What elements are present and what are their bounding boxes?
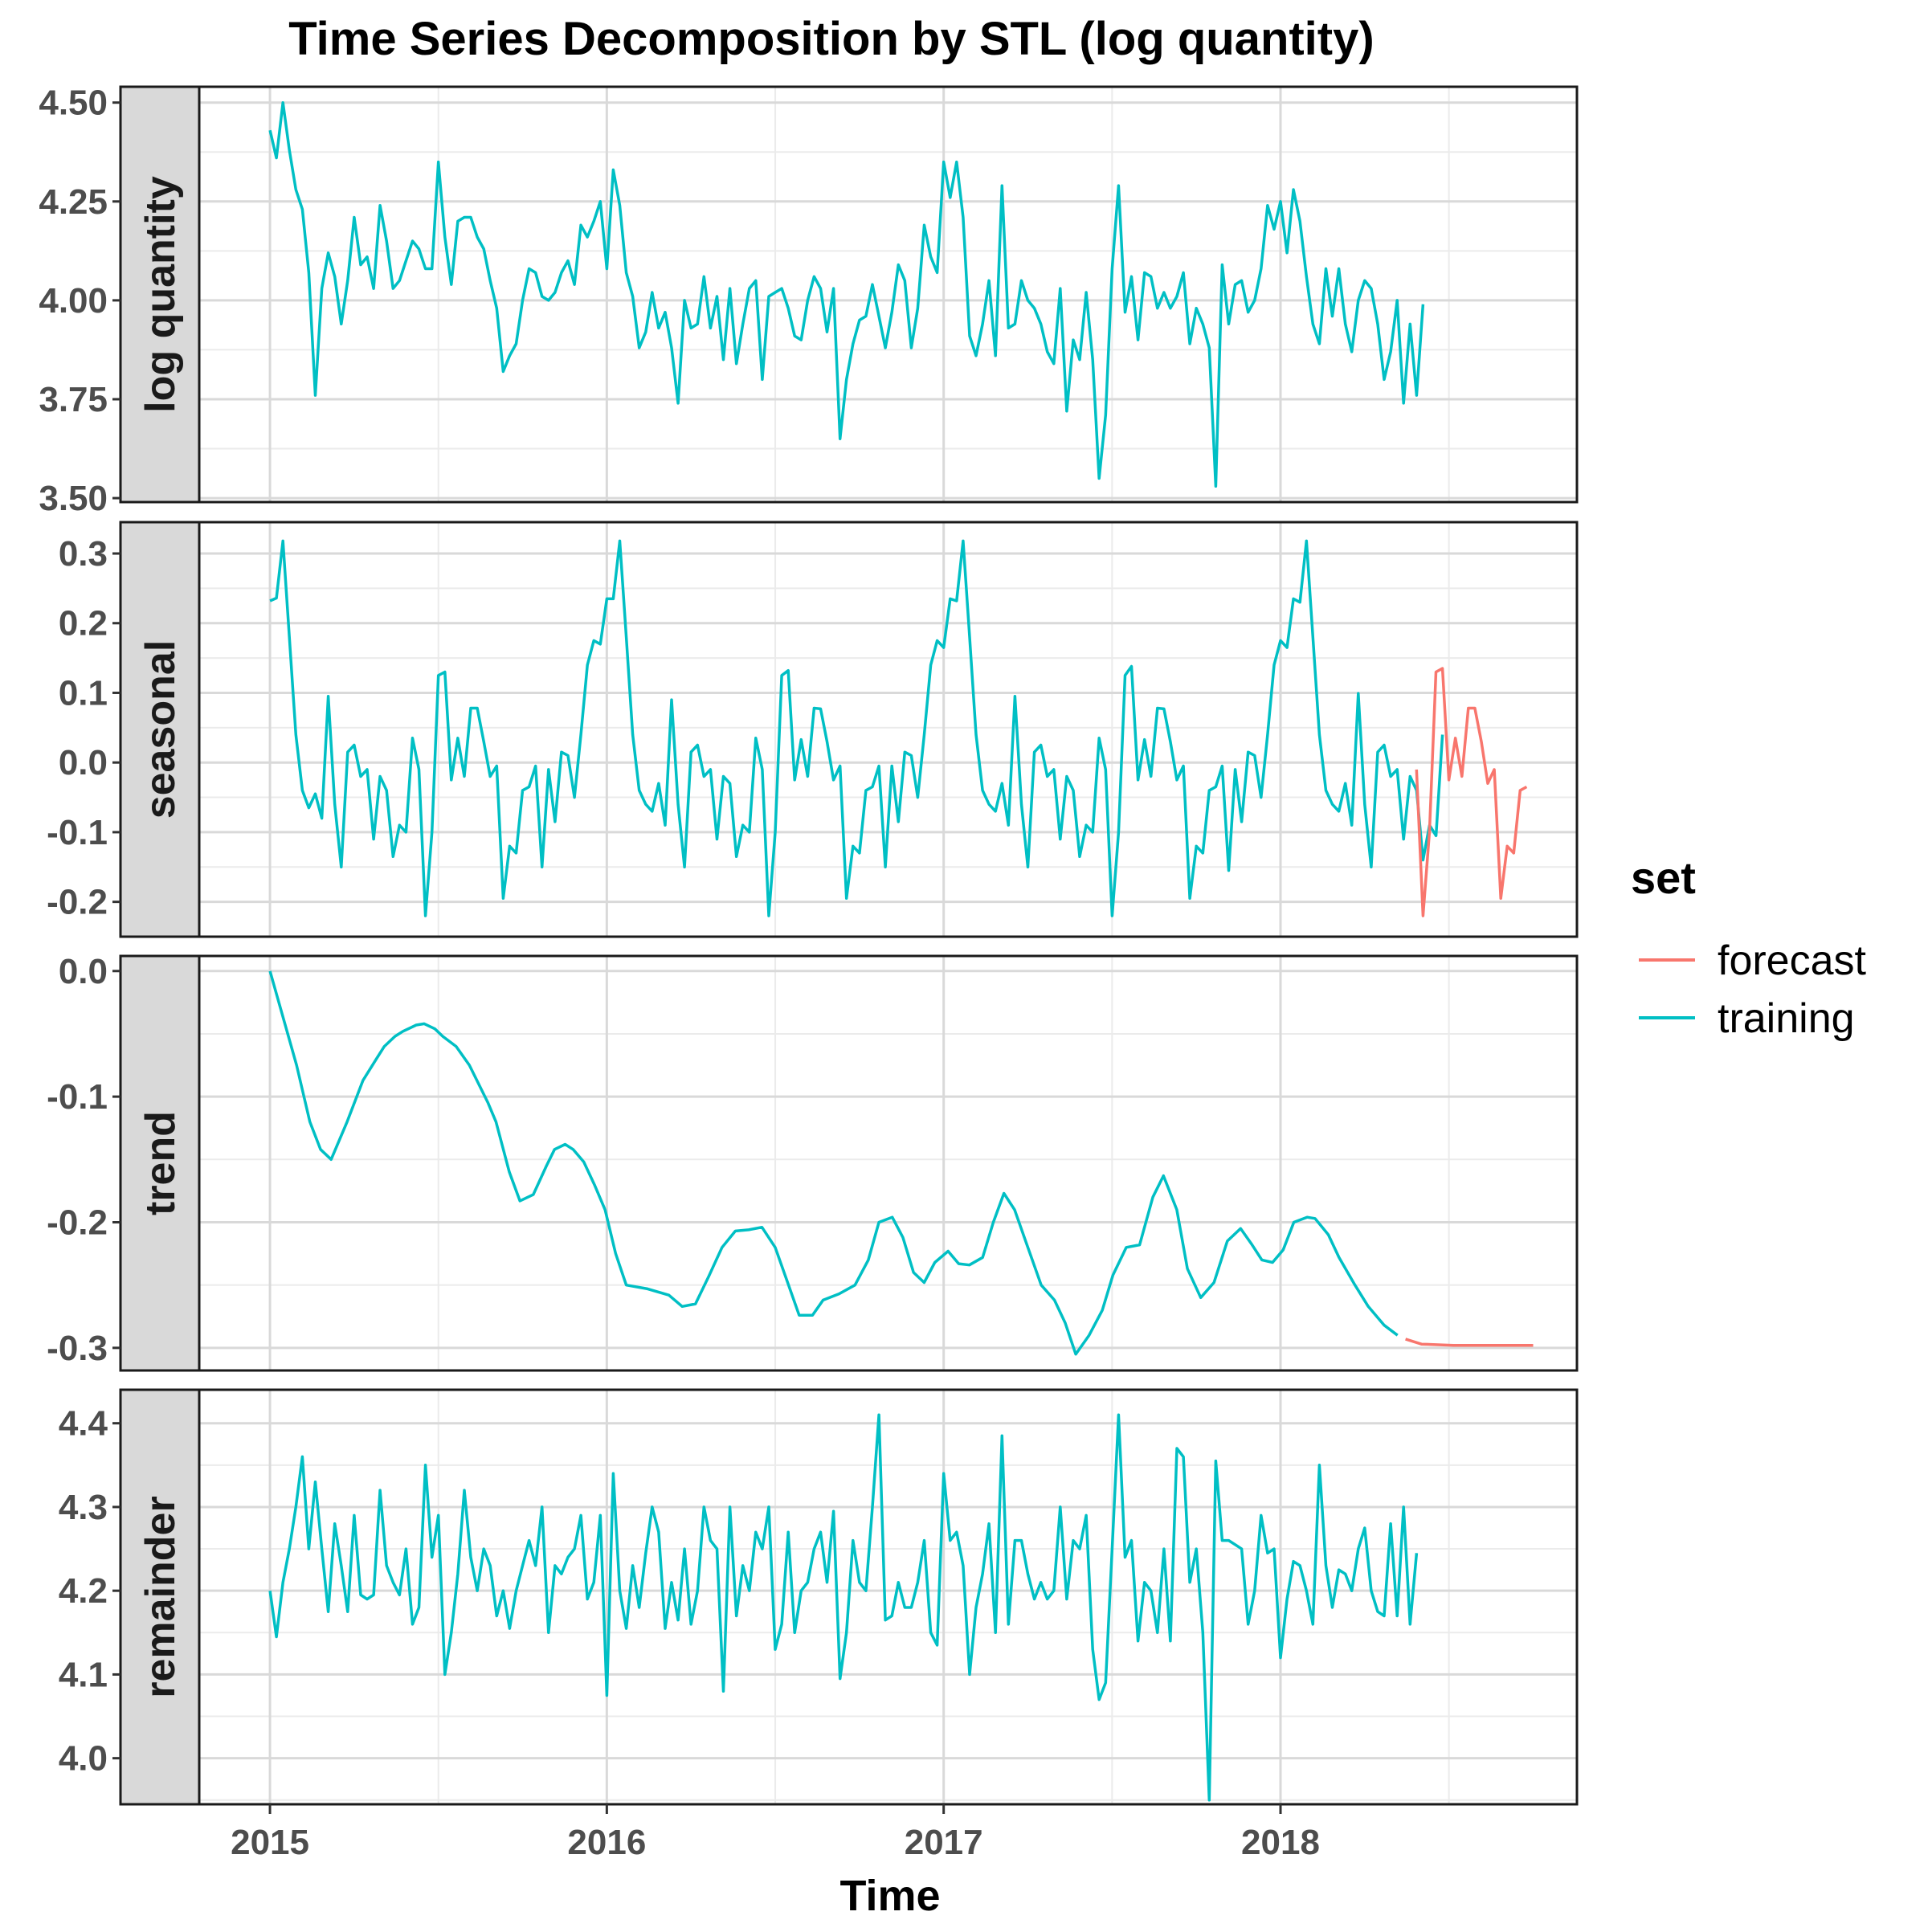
panel-background [199,522,1577,937]
panel-seasonal: seasonal -0.2 -0.1 0.0 0.1 0.2 0.3 [47,521,1579,938]
panel-remainder: remainder 4.0 4.1 4.2 4.3 4.4 [59,1388,1579,1806]
y-tick-label: -0.3 [47,1329,108,1368]
y-tick-label: 4.25 [39,182,108,222]
y-tick-label: 4.4 [59,1404,108,1444]
x-tick-label: 2017 [905,1823,983,1862]
y-tick-label: 0.3 [59,534,108,574]
strip-background [119,954,201,1372]
series-line-training [268,1413,1419,1802]
strip-label-log-quantity: log quantity [137,176,184,413]
legend-item-forecast: forecast [1639,937,1867,984]
panel-trend: trend -0.3 -0.2 -0.1 0.0 [47,952,1579,1372]
y-tick-label: 3.75 [39,380,108,419]
y-tick-label: 4.2 [59,1571,108,1611]
panel-background [199,87,1577,502]
strip-label-remainder: remainder [137,1496,184,1697]
y-tick-label: 4.3 [59,1488,108,1527]
y-tick-label: 4.50 [39,84,108,123]
y-tick-label: 0.2 [59,604,108,643]
y-tick-label: -0.1 [47,813,108,852]
y-tick-label: 0.1 [59,673,108,713]
series-line-training [268,100,1425,488]
series-line-forecast [1405,1338,1534,1347]
series-line-training [268,970,1399,1356]
legend-item-training: training [1639,995,1855,1042]
y-tick-label: 0.0 [59,743,108,782]
strip-label-trend: trend [137,1111,184,1215]
legend-label-forecast: forecast [1718,937,1867,984]
panel-log-quantity: log quantity 3.50 3.75 4.00 4.25 4.50 [39,84,1579,518]
series-line-forecast [1415,667,1528,917]
strip-background [119,85,201,504]
y-tick-label: 3.50 [39,479,108,518]
strip-background [119,1388,201,1806]
legend-title: set [1631,852,1696,903]
y-tick-label: -0.2 [47,1203,108,1242]
y-tick-label: 0.0 [59,952,108,991]
series-line-training [269,539,1444,917]
legend: set forecast training [1631,852,1867,1042]
x-tick-label: 2015 [231,1823,309,1862]
strip-background [119,521,201,938]
x-axis-title: Time [839,1872,940,1920]
strip-label-seasonal: seasonal [137,640,184,819]
legend-label-training: training [1718,995,1855,1042]
panel-background [199,1390,1577,1804]
y-tick-label: 4.0 [59,1739,108,1779]
y-tick-label: 4.1 [59,1655,108,1694]
panels-layer: log quantity 3.50 3.75 4.00 4.25 4.50 seasonal… [39,84,1579,1806]
x-tick-label: 2016 [567,1823,646,1862]
x-axis: 2015 2016 2017 2018 [120,1803,1577,1862]
legend-items: forecast training [1639,937,1867,1042]
y-tick-label: -0.1 [47,1077,108,1117]
chart-title: Time Series Decomposition by STL (log qu… [288,13,1374,65]
x-tick-label: 2018 [1241,1823,1320,1862]
y-tick-label: -0.2 [47,883,108,922]
y-tick-label: 4.00 [39,281,108,321]
